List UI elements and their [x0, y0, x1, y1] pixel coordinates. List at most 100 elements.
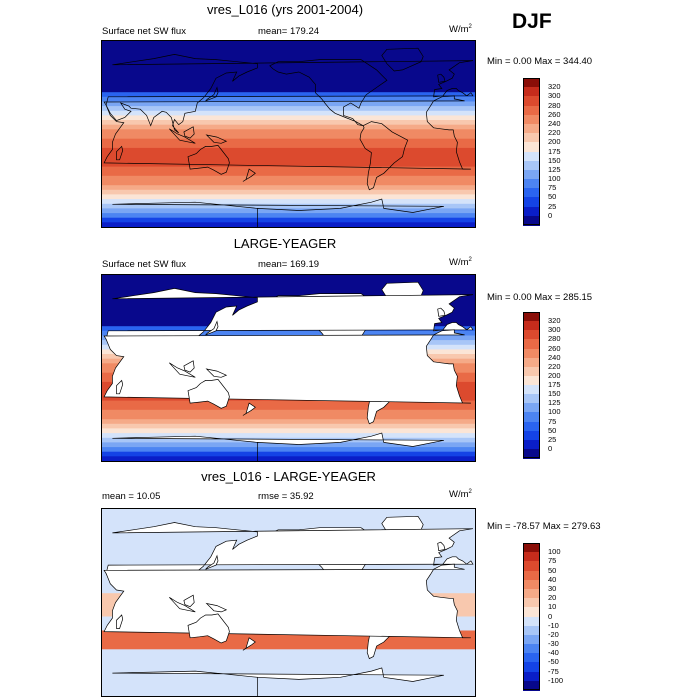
- field-band: [102, 199, 475, 205]
- coastline: [103, 329, 471, 404]
- field-band: [102, 54, 475, 61]
- coastline: [112, 198, 444, 227]
- colorbar-segment: [523, 169, 540, 180]
- field-band: [102, 509, 475, 515]
- colorbar-segment: [523, 321, 540, 331]
- colorbar-segment: [523, 339, 540, 349]
- continents: [103, 281, 474, 461]
- colorbar-tick-label: 0: [548, 611, 553, 621]
- field-band: [102, 658, 475, 664]
- field-band: [102, 147, 475, 154]
- colorbar-tick-label: -40: [548, 648, 559, 658]
- field-band: [102, 414, 475, 420]
- colorbar-tick-label: 25: [548, 201, 557, 211]
- colorbar-tick-label: 0: [548, 210, 553, 220]
- field-band: [102, 284, 475, 290]
- field-band: [102, 41, 475, 47]
- colorbar-segment: [523, 96, 540, 107]
- colorbar-tick-label: 220: [548, 361, 561, 371]
- coastline: [205, 134, 228, 144]
- coastline: [116, 614, 124, 629]
- field-band: [102, 185, 475, 191]
- colorbar-tick-label: 200: [548, 370, 561, 380]
- panel-3-units: W/m2: [449, 489, 472, 501]
- field-band: [102, 691, 475, 696]
- panel-2-minmax: Min = 0.00 Max = 285.15: [487, 292, 593, 303]
- field-band: [102, 663, 475, 669]
- colorbar-tick-label: 175: [548, 146, 561, 156]
- field-band: [102, 213, 475, 219]
- coastline: [183, 594, 195, 608]
- field-band: [102, 456, 475, 461]
- field-band: [102, 433, 475, 439]
- field-band: [102, 45, 475, 51]
- coastline: [205, 86, 219, 102]
- colorbar-tick-label: 200: [548, 137, 561, 147]
- panel-3-map: [101, 508, 476, 697]
- colorbar-segment: [523, 206, 540, 217]
- field-band: [102, 120, 475, 126]
- field-band: [102, 138, 475, 144]
- colorbar-segment: [523, 430, 540, 441]
- panel-1-left-label: Surface net SW flux: [102, 26, 186, 37]
- colorbar-tick-label: -30: [548, 639, 559, 649]
- panel-1-units: W/m2: [449, 24, 472, 36]
- field-band: [102, 523, 475, 529]
- colorbar-frame: [523, 78, 540, 225]
- panel-3-colorbar: [523, 543, 540, 691]
- field-band: [102, 451, 475, 457]
- field-band: [102, 447, 475, 453]
- field-band: [102, 649, 475, 655]
- field-band: [102, 275, 475, 281]
- field-band: [102, 101, 475, 107]
- colorbar-tick-label: 150: [548, 155, 561, 165]
- coastline: [437, 307, 446, 317]
- field-band: [102, 194, 475, 200]
- colorbar-segment: [523, 561, 540, 572]
- panel-2-colorbar: [523, 312, 540, 459]
- coastline: [187, 145, 230, 175]
- coastline: [169, 128, 196, 144]
- continents: [103, 515, 474, 696]
- coastline: [269, 59, 388, 127]
- coastline: [103, 563, 471, 639]
- field-band: [102, 405, 475, 411]
- field-band: [102, 175, 475, 182]
- colorbar-tick-label: 100: [548, 174, 561, 184]
- colorbar-tick-label: 10: [548, 602, 557, 612]
- colorbar-tick-label: 30: [548, 583, 557, 593]
- colorbar-tick-label: 320: [548, 82, 561, 92]
- field-band: [102, 635, 475, 641]
- panel-3-field: [102, 509, 475, 696]
- colorbar-tick-label: 50: [548, 425, 557, 435]
- colorbar-tick-label: 300: [548, 325, 561, 335]
- colorbar-tick-label: 175: [548, 380, 561, 389]
- field-band: [102, 419, 475, 425]
- field-band: [102, 124, 475, 130]
- panel-3-title: vres_L016 - LARGE-YEAGER: [201, 469, 376, 484]
- coastline: [359, 121, 409, 191]
- field-band: [102, 330, 475, 337]
- coastline: [112, 432, 444, 461]
- colorbar-segment: [523, 357, 540, 368]
- colorbar-tick-label: 100: [548, 407, 561, 417]
- colorbar-tick-label: 75: [548, 183, 557, 193]
- colorbar-tick-label: 125: [548, 398, 561, 408]
- colorbar-segment: [523, 123, 540, 134]
- panel-2-title: LARGE-YEAGER: [233, 236, 337, 251]
- colorbar-segment: [523, 151, 540, 162]
- colorbar-segment: [523, 625, 540, 636]
- field-band: [102, 518, 475, 524]
- coastline: [183, 360, 195, 373]
- colorbar-segment: [523, 439, 540, 450]
- colorbar-tick-label: 280: [548, 334, 561, 344]
- field-band: [102, 513, 475, 519]
- field-band: [102, 129, 475, 135]
- field-band: [102, 667, 475, 674]
- colorbar-frame: [523, 312, 540, 458]
- season-label: DJF: [512, 10, 552, 33]
- colorbar-tick-label: -75: [548, 666, 559, 676]
- field-band: [102, 409, 475, 416]
- field-band: [102, 565, 475, 571]
- colorbar-segment: [523, 421, 540, 432]
